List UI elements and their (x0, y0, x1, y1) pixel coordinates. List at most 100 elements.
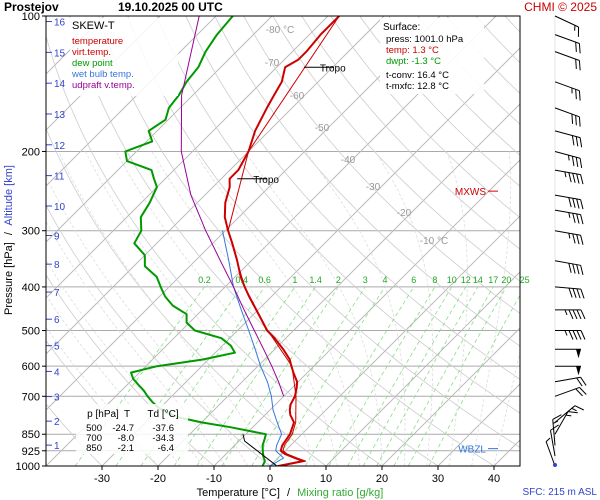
altitude-tick-label: 14 (54, 79, 66, 90)
wind-barb (554, 130, 583, 148)
mixing-ratio-label: 1 (292, 275, 297, 285)
mixing-ratio-label: 6 (411, 275, 416, 285)
isotherm-line (437, 383, 520, 466)
altitude-tick-label: 16 (54, 18, 66, 29)
mixing-ratio-label: 8 (432, 275, 437, 285)
wind-barb-full (571, 114, 574, 124)
wind-barb (545, 437, 556, 467)
wind-barb-full (572, 288, 577, 298)
isotherm-label: -20 (397, 208, 412, 219)
mixing-ratio-label: 14 (473, 275, 483, 285)
temperature-tick-label: -30 (94, 473, 110, 485)
wind-barb-full (571, 156, 575, 166)
wind-barb-full (550, 424, 559, 431)
altitude-tick-label: 12 (54, 141, 66, 152)
wind-barb-staff (554, 286, 581, 290)
wind-barb-staff (554, 107, 580, 118)
wind-barb-staff (549, 430, 556, 457)
dry-adiabat (156, 16, 520, 414)
wind-barb (554, 386, 587, 397)
wind-barb-full (575, 136, 579, 147)
wind-barb-full (568, 172, 572, 183)
wind-barb (554, 107, 581, 127)
mixing-ratio-line (347, 286, 453, 466)
altitude-tick-label: 13 (54, 110, 66, 121)
tropopause-label: Tropo (253, 175, 279, 186)
altitude-tick-label: 10 (54, 202, 66, 213)
wind-barb (555, 365, 581, 376)
temperature-tick-label: -20 (150, 473, 166, 485)
wind-barb-full (580, 330, 586, 340)
mixing-ratio-line (221, 286, 339, 466)
dry-adiabat (46, 403, 103, 466)
moist-adiabat (305, 151, 406, 466)
wind-barb-full (572, 233, 576, 244)
wind-barb-staff (554, 386, 580, 397)
altitude-tick-label: 4 (54, 367, 60, 378)
wind-barb-staff (554, 151, 581, 159)
wind-barb-full (578, 116, 581, 127)
mixing-ratio-line (196, 286, 316, 466)
temperature-tick-label: 20 (376, 473, 388, 485)
wind-barb-full (576, 309, 582, 320)
wind-barb-full (576, 213, 580, 224)
y-axis-title: Pressure [hPa] (3, 242, 15, 315)
wind-barb-full (580, 289, 585, 299)
isotherm-label: -80 °C (266, 25, 294, 36)
altitude-tick-label: 9 (54, 231, 60, 242)
mixing-ratio-line (376, 286, 479, 466)
wind-barb (555, 309, 586, 320)
table-cell: -8.0 (118, 433, 134, 444)
altitude-tick-label: 6 (54, 315, 60, 326)
temperature-tick-label: -10 (206, 473, 222, 485)
wind-barb-half (571, 87, 573, 94)
wind-barb-staff (554, 411, 569, 435)
isotherm-label: -10 °C (420, 236, 448, 247)
wind-barb-full (576, 234, 580, 245)
pressure-tick-label: 500 (22, 326, 40, 338)
mixing-ratio-line (74, 286, 205, 466)
temperature-tick-label: 0 (267, 473, 273, 485)
wind-barb-half (568, 233, 571, 239)
surface-title: Surface: (383, 22, 420, 33)
y-axis-label: Pressure [hPa] / Altitude [km] (3, 165, 15, 315)
wind-barb (549, 424, 559, 457)
wind-barb-full (580, 377, 587, 386)
dry-adiabat (127, 16, 520, 448)
legend-title: SKEW-T (72, 20, 115, 32)
isotherm-line (46, 16, 441, 411)
moist-adiabat (115, 151, 316, 466)
altitude-tick-label: 7 (54, 288, 60, 299)
table-cell: -6.4 (158, 443, 174, 454)
wind-barb-full (580, 199, 584, 210)
mixing-ratio-line (251, 286, 366, 466)
table-cell: -2.1 (118, 443, 134, 454)
wind-barb-full (572, 198, 576, 208)
wind-barb-staff (554, 230, 581, 236)
pressure-tick-label: 100 (22, 11, 40, 23)
wind-barb (554, 286, 585, 299)
table-cell: 500 (86, 423, 102, 434)
wind-barb (554, 405, 584, 423)
legend-item-4: wet bulb temp. (71, 69, 134, 80)
wind-barb-full (572, 309, 578, 320)
wind-barb-full (572, 213, 576, 223)
wind-barb-half (564, 171, 567, 178)
series-wet-bulb-temp- (222, 230, 285, 466)
table-header-td: Td [°C] (147, 409, 178, 420)
mixing-ratio-label: 0.2 (198, 275, 211, 285)
wind-barb-staff (554, 405, 576, 423)
isotherm-label: -70 (265, 58, 280, 69)
wind-barb-full (579, 137, 583, 148)
wind-barb (554, 209, 584, 225)
wind-barb-full (574, 405, 584, 411)
legend-background (70, 18, 178, 96)
wind-barb-full (568, 287, 573, 298)
sfc-label: SFC: 215 m ASL (523, 487, 598, 498)
isotherm-label: -40 (341, 155, 356, 166)
wind-barb-pennant (576, 366, 581, 376)
dry-adiabat (46, 127, 327, 466)
wind-barb (555, 330, 586, 340)
